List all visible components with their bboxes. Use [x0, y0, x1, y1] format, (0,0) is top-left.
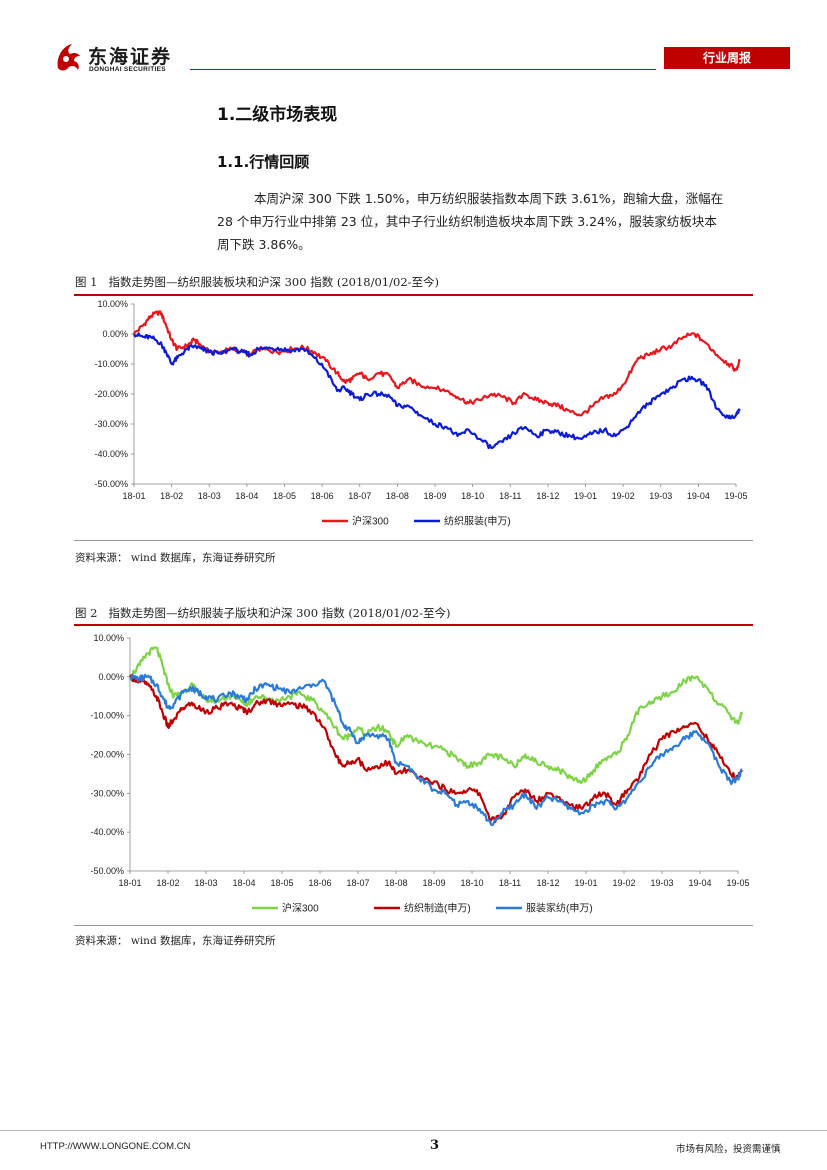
- y-tick-label: 10.00%: [93, 633, 124, 643]
- y-tick-label: -30.00%: [94, 419, 128, 429]
- x-tick-label: 19-02: [612, 491, 635, 501]
- y-tick-label: 0.00%: [102, 329, 128, 339]
- x-tick-label: 19-01: [574, 491, 597, 501]
- series-line: [129, 646, 743, 785]
- x-tick-label: 18-10: [461, 491, 484, 501]
- legend-label: 沪深300: [352, 515, 389, 528]
- x-tick-label: 18-05: [270, 878, 293, 888]
- y-tick-label: -20.00%: [94, 389, 128, 399]
- x-tick-label: 18-07: [348, 491, 371, 501]
- x-tick-label: 18-08: [384, 878, 407, 888]
- figure2-label: 图 2: [75, 606, 98, 620]
- x-tick-label: 18-12: [536, 878, 559, 888]
- series-line: [129, 674, 743, 823]
- footer-disclaimer: 市场有风险，投资需谨慎: [676, 1144, 781, 1155]
- company-logo: [54, 40, 84, 74]
- x-tick-label: 18-03: [194, 878, 217, 888]
- y-tick-label: -20.00%: [90, 750, 124, 760]
- footer-url[interactable]: HTTP://WWW.LONGONE.COM.CN: [40, 1141, 191, 1152]
- legend-label: 沪深300: [282, 902, 319, 915]
- x-tick-label: 19-04: [688, 878, 711, 888]
- x-tick-label: 18-03: [198, 491, 221, 501]
- x-tick-label: 18-01: [118, 878, 141, 888]
- y-tick-label: -30.00%: [90, 788, 124, 798]
- x-tick-label: 19-03: [649, 491, 672, 501]
- legend-label: 纺织制造(申万): [404, 902, 471, 915]
- x-tick-label: 18-10: [460, 878, 483, 888]
- figure1-label: 图 1: [75, 275, 98, 289]
- logo-emblem-icon: [57, 44, 80, 71]
- x-tick-label: 18-04: [232, 878, 255, 888]
- x-tick-label: 18-06: [308, 878, 331, 888]
- company-name-en: DONGHAI SECURITIES: [89, 66, 166, 73]
- y-tick-label: -10.00%: [90, 711, 124, 721]
- figure2-top-rule: [74, 624, 753, 626]
- x-tick-label: 18-09: [422, 878, 445, 888]
- y-tick-label: -10.00%: [94, 359, 128, 369]
- series-line: [133, 332, 741, 450]
- paragraph-line: 本周沪深 300 下跌 1.50%，申万纺织服装指数本周下跌 3.61%，跑输大…: [254, 191, 724, 206]
- chart-figure2: 10.00% 0.00% -10.00% -20.00% -30.00% -40.00% -…: [90, 633, 749, 915]
- paragraph-line: 周下跌 3.86%。: [217, 237, 311, 252]
- x-tick-label: 19-05: [724, 491, 747, 501]
- figure2-caption: 图 2 指数走势图—纺织服装子版块和沪深 300 指数 (2018/01/02-…: [75, 605, 451, 621]
- x-tick-label: 18-01: [122, 491, 145, 501]
- company-name-cn: 东海证券: [88, 46, 173, 68]
- y-tick-label: -50.00%: [90, 866, 124, 876]
- x-tick-label: 19-01: [574, 878, 597, 888]
- x-tick-label: 18-02: [156, 878, 179, 888]
- x-tick-label: 18-06: [311, 491, 334, 501]
- series-line: [133, 310, 741, 417]
- x-tick-label: 18-05: [273, 491, 296, 501]
- y-tick-label: 0.00%: [98, 672, 124, 682]
- x-tick-label: 19-03: [650, 878, 673, 888]
- header-rule: [190, 69, 656, 70]
- y-tick-label: -40.00%: [94, 449, 128, 459]
- x-tick-label: 18-07: [346, 878, 369, 888]
- market-review-paragraph: 本周沪深 300 下跌 1.50%，申万纺织服装指数本周下跌 3.61%，跑输大…: [217, 187, 785, 256]
- figure2-source: 资料来源： wind 数据库，东海证券研究所: [75, 935, 276, 947]
- section-subtitle: 1.1.行情回顾: [217, 153, 310, 171]
- y-tick-label: -40.00%: [90, 827, 124, 837]
- legend-label: 纺织服装(申万): [444, 515, 511, 528]
- x-tick-label: 18-11: [499, 491, 521, 501]
- x-tick-label: 18-11: [499, 878, 521, 888]
- report-type-badge: 行业周报: [664, 47, 790, 69]
- x-tick-label: 19-02: [612, 878, 635, 888]
- y-tick-label: -50.00%: [94, 479, 128, 489]
- x-tick-label: 19-05: [726, 878, 749, 888]
- y-tick-label: 10.00%: [97, 299, 128, 309]
- figure1-bottom-rule: [74, 540, 753, 541]
- x-tick-label: 19-04: [687, 491, 710, 501]
- footer-rule: [0, 1130, 827, 1131]
- x-tick-label: 18-08: [386, 491, 409, 501]
- legend-label: 服装家纺(申万): [526, 902, 593, 915]
- figure1-source: 资料来源： wind 数据库，东海证券研究所: [75, 552, 276, 564]
- figure2-title: 指数走势图—纺织服装子版块和沪深 300 指数 (2018/01/02-至今): [108, 606, 451, 620]
- section-title: 1.二级市场表现: [217, 105, 338, 125]
- figure2-bottom-rule: [74, 925, 753, 926]
- figure1-title: 指数走势图—纺织服装板块和沪深 300 指数 (2018/01/02-至今): [108, 275, 440, 289]
- page-number: 3: [430, 1138, 440, 1153]
- figure1-caption: 图 1 指数走势图—纺织服装板块和沪深 300 指数 (2018/01/02-至…: [75, 274, 439, 290]
- series-line: [128, 673, 743, 827]
- x-tick-label: 18-02: [160, 491, 183, 501]
- x-tick-label: 18-04: [235, 491, 258, 501]
- figure1-top-rule: [74, 294, 753, 296]
- paragraph-line: 28 个申万行业中排第 23 位，其中子行业纺织制造板块本周下跌 3.24%，服…: [217, 214, 717, 229]
- x-tick-label: 18-09: [423, 491, 446, 501]
- x-tick-label: 18-12: [536, 491, 559, 501]
- chart-figure1: 10.00% 0.00% -10.00% -20.00% -30.00% -40.00% -…: [94, 299, 747, 528]
